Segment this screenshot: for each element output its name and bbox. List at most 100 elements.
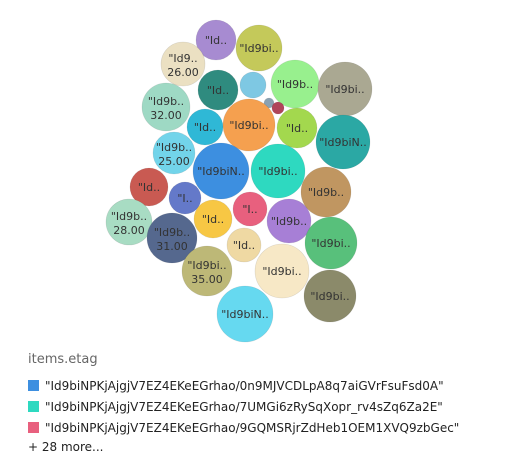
bubble-circle[interactable] [186, 108, 224, 146]
bubble-value: 25.00 [158, 155, 190, 168]
legend-item[interactable]: "Id9biNPKjAjgjV7EZ4EKeEGrhao/0n9MJVCDLpA… [28, 375, 508, 396]
bubble-circle[interactable] [303, 269, 357, 323]
bubble[interactable]: "Id9bi.. [222, 98, 276, 152]
bubble-circle[interactable] [263, 97, 275, 109]
bubble[interactable]: "Id9bi.. [304, 216, 358, 270]
bubble[interactable]: "Id9b..25.00 [152, 131, 196, 175]
bubble-label: "Id9bi.. [258, 165, 297, 178]
bubble-circle[interactable] [216, 285, 274, 343]
bubble-circle[interactable] [266, 198, 312, 244]
bubble-label: "Id9bi.. [310, 290, 349, 303]
bubble[interactable]: "Id.. [129, 167, 169, 207]
bubble[interactable]: "I.. [232, 191, 268, 227]
bubble-circle[interactable] [222, 98, 276, 152]
bubble-label: "Id9bi.. [229, 119, 268, 132]
bubble-label: "Id.. [286, 122, 308, 135]
bubble[interactable]: "Id9bi.. [317, 61, 373, 117]
bubble[interactable]: "I.. [168, 181, 202, 215]
bubble-circle[interactable] [168, 181, 202, 215]
bubble[interactable] [271, 101, 285, 115]
bubble[interactable] [263, 97, 275, 109]
legend-swatch [28, 401, 39, 412]
bubble[interactable]: "Id.. [186, 108, 224, 146]
bubble-circle[interactable] [304, 216, 358, 270]
bubble[interactable]: "Id9bi..35.00 [181, 245, 233, 297]
bubble-label: "Id9b.. [154, 226, 190, 239]
bubble[interactable]: "Id9bi.. [250, 143, 306, 199]
bubble-circle[interactable] [141, 82, 191, 132]
bubble[interactable]: "Id9biN.. [192, 142, 250, 200]
bubble-label: "Id.. [138, 181, 160, 194]
bubble-circle[interactable] [271, 101, 285, 115]
bubble-circle[interactable] [235, 24, 283, 72]
bubble-label: "Id.. [205, 34, 227, 47]
bubble-label: "Id9bi.. [325, 83, 364, 96]
bubble[interactable] [239, 71, 267, 99]
bubble[interactable]: "Id.. [197, 69, 239, 111]
bubble[interactable]: "Id9b.. [300, 166, 352, 218]
bubble-circle[interactable] [250, 143, 306, 199]
bubble-value: 26.00 [167, 66, 199, 79]
bubble-circle[interactable] [232, 191, 268, 227]
legend-title: items.etag [28, 352, 98, 367]
bubble[interactable]: "Id9b.. [266, 198, 312, 244]
bubble[interactable]: "Id9biN.. [216, 285, 274, 343]
bubble-value: 35.00 [191, 273, 223, 286]
legend: items.etag "Id9biNPKjAjgjV7EZ4EKeEGrhao/… [28, 352, 508, 456]
bubble-circle[interactable] [197, 69, 239, 111]
bubble-circle[interactable] [160, 41, 206, 87]
bubble-circle[interactable] [146, 212, 198, 264]
bubble-chart: "Id.."Id9bi.."Id9..26.00"Id.. "Id9b.. "Id9… [105, 19, 373, 343]
bubble-circle[interactable] [315, 114, 371, 170]
bubble[interactable]: "Id.. [226, 227, 262, 263]
legend-swatch [28, 380, 39, 391]
bubble[interactable]: "Id9bi.. [254, 243, 310, 299]
bubble[interactable]: "Id9b.. [270, 59, 320, 109]
bubble-label: "Id.. [233, 239, 255, 252]
bubble-circle[interactable] [152, 131, 196, 175]
bubble[interactable]: "Id9..26.00 [160, 41, 206, 87]
bubble-label: "Id9bi.. [187, 259, 226, 272]
legend-swatch [28, 422, 39, 433]
legend-label: "Id9biNPKjAjgjV7EZ4EKeEGrhao/0n9MJVCDLpA… [45, 378, 444, 393]
bubble-label: "Id9.. [168, 52, 197, 65]
bubble[interactable]: "Id9bi.. [235, 24, 283, 72]
bubble-label: "I.. [177, 192, 192, 205]
bubble-label: "Id9b.. [271, 215, 307, 228]
bubble-circle[interactable] [193, 199, 233, 239]
bubble-label: "Id9bi.. [239, 42, 278, 55]
bubble[interactable]: "Id.. [276, 107, 318, 149]
bubble-label: "Id9b.. [111, 210, 147, 223]
bubble-circle[interactable] [181, 245, 233, 297]
bubble-label: "Id9b.. [156, 141, 192, 154]
bubble[interactable]: "Id9bi.. [303, 269, 357, 323]
bubble-circle[interactable] [254, 243, 310, 299]
bubble-circle[interactable] [192, 142, 250, 200]
bubble-value: 31.00 [156, 240, 188, 253]
bubble[interactable]: "Id.. [195, 19, 237, 61]
bubble[interactable]: "Id9biN.. [315, 114, 371, 170]
bubble-label: "I.. [242, 203, 257, 216]
bubble-circle[interactable] [129, 167, 169, 207]
bubble-circle[interactable] [239, 71, 267, 99]
legend-label: "Id9biNPKjAjgjV7EZ4EKeEGrhao/9GQMSRjrZdH… [45, 420, 460, 435]
bubble[interactable]: "Id9b..31.00 [146, 212, 198, 264]
bubble-circle[interactable] [300, 166, 352, 218]
legend-item[interactable]: "Id9biNPKjAjgjV7EZ4EKeEGrhao/7UMGi6zRySq… [28, 396, 508, 417]
bubble-label: "Id.. [194, 121, 216, 134]
bubble-label: "Id9b.. [148, 95, 184, 108]
bubble-label: "Id9biN.. [221, 308, 269, 321]
bubble-label: "Id9bi.. [311, 237, 350, 250]
bubble[interactable]: "Id.. [193, 199, 233, 239]
legend-item[interactable]: "Id9biNPKjAjgjV7EZ4EKeEGrhao/9GQMSRjrZdH… [28, 417, 508, 438]
bubble-circle[interactable] [276, 107, 318, 149]
bubble-circle[interactable] [105, 198, 153, 246]
bubble-label: "Id9biN.. [197, 165, 245, 178]
legend-more-link[interactable]: + 28 more... [28, 440, 104, 454]
bubble[interactable]: "Id9b..28.00 [105, 198, 153, 246]
bubble[interactable]: "Id9b..32.00 [141, 82, 191, 132]
bubble-circle[interactable] [195, 19, 237, 61]
bubble-label: "Id9b.. [277, 78, 313, 91]
bubble-label: "Id9b.. [308, 186, 344, 199]
bubble-circle[interactable] [226, 227, 262, 263]
